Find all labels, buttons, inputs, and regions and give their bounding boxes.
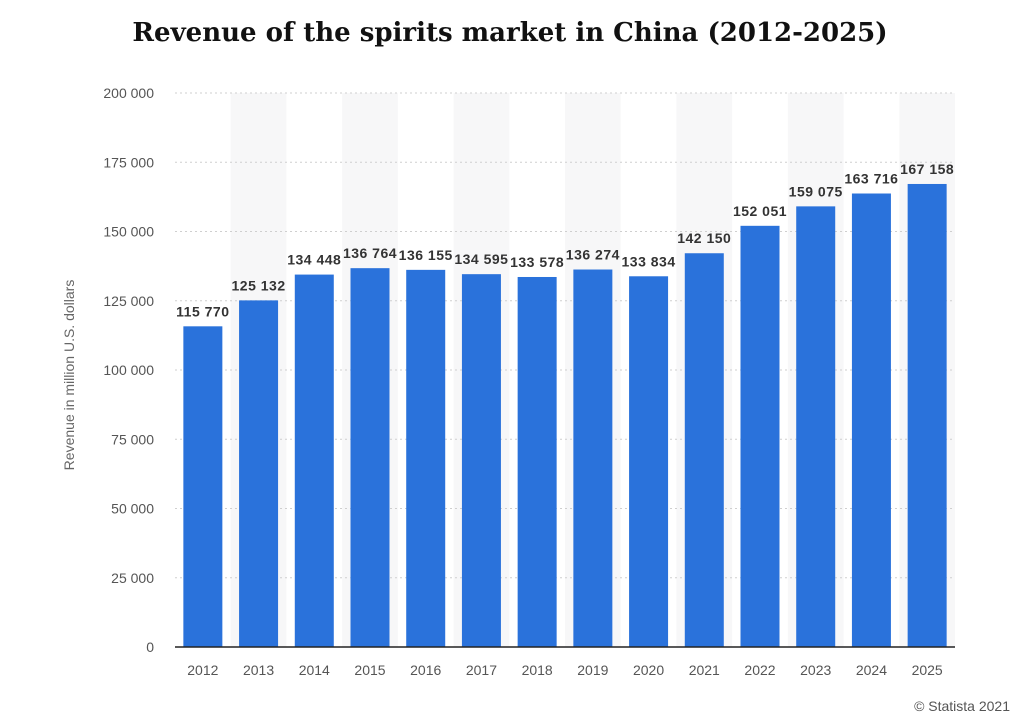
y-axis-label: Revenue in million U.S. dollars (61, 280, 77, 471)
data-label-2012: 115 770 (176, 303, 229, 319)
y-tick-label: 150 000 (103, 224, 154, 240)
x-tick-label: 2015 (354, 662, 385, 678)
data-label-2016: 136 155 (399, 247, 453, 263)
x-tick-label: 2021 (689, 662, 720, 678)
x-tick-label: 2019 (577, 662, 608, 678)
data-label-2025: 167 158 (900, 161, 954, 177)
bar-2016 (406, 269, 446, 647)
x-tick-label: 2020 (633, 662, 664, 678)
y-tick-label: 50 000 (111, 501, 154, 517)
x-tick-label: 2012 (187, 662, 218, 678)
data-label-2013: 125 132 (232, 277, 286, 293)
y-tick-label: 25 000 (111, 570, 154, 586)
y-tick-label: 175 000 (103, 154, 154, 170)
bar-2015 (350, 268, 390, 647)
y-tick-label: 75 000 (111, 431, 154, 447)
bar-2012 (183, 326, 223, 647)
y-axis-ticks: 0 25 000 50 000 75 000 100 000 125 000 150 000… (103, 85, 154, 655)
x-tick-label: 2025 (912, 662, 943, 678)
data-label-2015: 136 764 (343, 245, 397, 261)
x-tick-label: 2013 (243, 662, 274, 678)
x-tick-label: 2017 (466, 662, 497, 678)
x-tick-label: 2024 (856, 662, 887, 678)
y-tick-label: 200 000 (103, 85, 154, 101)
y-tick-label: 0 (146, 639, 154, 655)
data-label-2018: 133 578 (510, 254, 564, 270)
data-label-2021: 142 150 (677, 230, 731, 246)
bar-2025 (907, 183, 947, 647)
bar-2022 (740, 225, 780, 647)
x-tick-label: 2014 (299, 662, 330, 678)
bar-2019 (573, 269, 613, 647)
data-label-2014: 134 448 (287, 252, 341, 268)
statista-credit: © Statista 2021 (914, 698, 1010, 714)
bar-2017 (461, 274, 501, 647)
bar-2020 (629, 276, 669, 647)
data-label-2017: 134 595 (454, 251, 508, 267)
data-label-2024: 163 716 (844, 171, 898, 187)
data-label-2023: 159 075 (789, 183, 843, 199)
x-tick-label: 2016 (410, 662, 441, 678)
y-tick-label: 125 000 (103, 293, 154, 309)
bar-2013 (239, 300, 279, 647)
x-axis-ticks: 2012 2013 2014 2015 2016 2017 2018 2019 2020 2021… (187, 662, 943, 678)
bar-2014 (294, 274, 334, 647)
bar-2023 (796, 206, 836, 647)
x-tick-label: 2018 (522, 662, 553, 678)
data-label-2022: 152 051 (733, 203, 787, 219)
bar-2018 (517, 276, 557, 647)
x-tick-label: 2022 (744, 662, 775, 678)
bars (183, 183, 947, 647)
bar-2021 (684, 253, 724, 647)
x-tick-label: 2023 (800, 662, 831, 678)
chart-title: Revenue of the spirits market in China (… (132, 18, 888, 48)
y-tick-label: 100 000 (103, 362, 154, 378)
data-label-2020: 133 834 (622, 253, 676, 269)
bar-2024 (851, 193, 891, 647)
data-label-2019: 136 274 (566, 247, 620, 263)
